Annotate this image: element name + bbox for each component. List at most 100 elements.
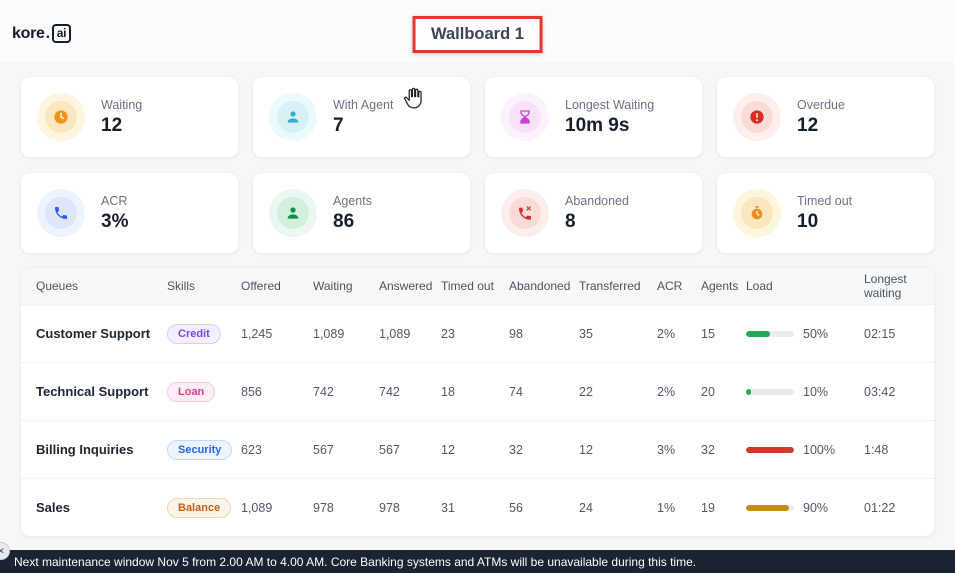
abandoned-value: 74 (509, 384, 523, 399)
offered-value: 1,089 (241, 500, 273, 515)
offered-value: 856 (241, 384, 262, 399)
maintenance-ticker: ✕ Next maintenance window Nov 5 from 2.0… (0, 542, 955, 573)
stat-card-overdue[interactable]: Overdue 12 (716, 76, 935, 158)
transferred-value: 12 (579, 442, 593, 457)
offered-value: 1,245 (241, 326, 273, 341)
waiting-value: 978 (313, 500, 334, 515)
stat-label: ACR (101, 193, 128, 208)
kore-ai-logo[interactable]: kore. ai (12, 24, 72, 43)
col-waiting: Waiting (313, 279, 353, 293)
abandoned-value: 98 (509, 326, 523, 341)
agents-value: 19 (701, 500, 715, 515)
phone-icon (55, 207, 67, 219)
queue-name: Billing Inquiries (36, 442, 134, 457)
longest-waiting-value: 02:15 (864, 326, 896, 341)
table-row: Customer Support Credit 1,245 1,089 1,08… (21, 304, 934, 362)
stat-card-agents[interactable]: Agents 86 (252, 172, 471, 254)
col-longest-waiting: Longest waiting (864, 272, 907, 300)
ticker-badge[interactable]: ✕ (0, 542, 10, 560)
acr-value: 2% (657, 384, 676, 399)
agents-value: 20 (701, 384, 715, 399)
stat-card-longest-waiting[interactable]: Longest Waiting 10m 9s (484, 76, 703, 158)
load-bar (746, 330, 794, 337)
hourglass-icon (520, 110, 530, 124)
waiting-value: 567 (313, 442, 334, 457)
waiting-value: 742 (313, 384, 334, 399)
answered-value: 978 (379, 500, 400, 515)
load-indicator: 90% (746, 501, 864, 515)
stat-cards-grid: Waiting 12 With Agent 7 Longest Waiting … (20, 76, 935, 254)
stat-label: Abandoned (565, 193, 629, 208)
col-timed-out: Timed out (441, 279, 494, 293)
load-indicator: 50% (746, 327, 864, 341)
stat-value: 3% (101, 210, 129, 232)
load-bar (746, 504, 794, 511)
stat-label: Timed out (797, 193, 853, 208)
stat-label: With Agent (333, 97, 394, 112)
load-bar (746, 388, 794, 395)
stat-label: Agents (333, 193, 372, 208)
load-indicator: 100% (746, 443, 864, 457)
answered-value: 1,089 (379, 326, 411, 341)
load-bar (746, 446, 794, 453)
col-queues: Queues (36, 279, 79, 293)
timed-out-value: 23 (441, 326, 455, 341)
stat-card-acr[interactable]: ACR 3% (20, 172, 239, 254)
agents-value: 32 (701, 442, 715, 457)
longest-waiting-value: 1:48 (864, 442, 889, 457)
col-abandoned: Abandoned (509, 279, 571, 293)
abandoned-value: 56 (509, 500, 523, 515)
transferred-value: 22 (579, 384, 593, 399)
stat-value: 86 (333, 210, 355, 232)
stat-icon-halo (733, 189, 781, 237)
queues-table: Queues Skills Offered Waiting Answered T… (20, 267, 935, 537)
queue-name: Technical Support (36, 384, 149, 399)
load-percent: 10% (803, 384, 829, 399)
agents-value: 15 (701, 326, 715, 341)
offered-value: 623 (241, 442, 262, 457)
stat-value: 10m 9s (565, 114, 630, 136)
timed-out-value: 12 (441, 442, 455, 457)
load-indicator: 10% (746, 385, 864, 399)
stat-label: Longest Waiting (565, 97, 655, 112)
table-header-row: Queues Skills Offered Waiting Answered T… (21, 268, 934, 304)
acr-value: 3% (657, 442, 676, 457)
waiting-value: 1,089 (313, 326, 345, 341)
page-title: Wallboard 1 (412, 16, 543, 53)
acr-value: 2% (657, 326, 676, 341)
table-row: Sales Balance 1,089 978 978 31 56 24 1% … (21, 478, 934, 536)
acr-value: 1% (657, 500, 676, 515)
load-percent: 90% (803, 500, 829, 515)
ticker-text: Next maintenance window Nov 5 from 2.00 … (14, 554, 697, 569)
stat-icon-halo (501, 189, 549, 237)
alert-icon (750, 110, 764, 124)
stat-icon-halo (37, 189, 85, 237)
queue-name: Sales (36, 500, 70, 515)
clock-icon (54, 110, 68, 124)
stat-icon-halo (501, 93, 549, 141)
transferred-value: 35 (579, 326, 593, 341)
stat-card-with-agent[interactable]: With Agent 7 (252, 76, 471, 158)
timed-out-value: 18 (441, 384, 455, 399)
col-acr: ACR (657, 279, 683, 293)
skill-badge: Security (167, 439, 233, 460)
stat-value: 10 (797, 210, 819, 232)
answered-value: 567 (379, 442, 400, 457)
stat-card-timed-out[interactable]: Timed out 10 (716, 172, 935, 254)
stat-card-abandoned[interactable]: Abandoned 8 (484, 172, 703, 254)
stat-value: 7 (333, 114, 344, 136)
stopwatch-icon (751, 206, 763, 220)
longest-waiting-value: 03:42 (864, 384, 896, 399)
skill-badge: Credit (167, 323, 221, 344)
stat-card-waiting[interactable]: Waiting 12 (20, 76, 239, 158)
stat-icon-halo (733, 93, 781, 141)
phone-missed-icon (519, 206, 531, 220)
col-load: Load (746, 279, 773, 293)
stat-value: 12 (101, 114, 123, 136)
col-agents: Agents (701, 279, 739, 293)
agent-user-icon (287, 111, 299, 123)
transferred-value: 24 (579, 500, 593, 515)
answered-value: 742 (379, 384, 400, 399)
queue-name: Customer Support (36, 326, 151, 341)
stat-label: Overdue (797, 97, 845, 112)
